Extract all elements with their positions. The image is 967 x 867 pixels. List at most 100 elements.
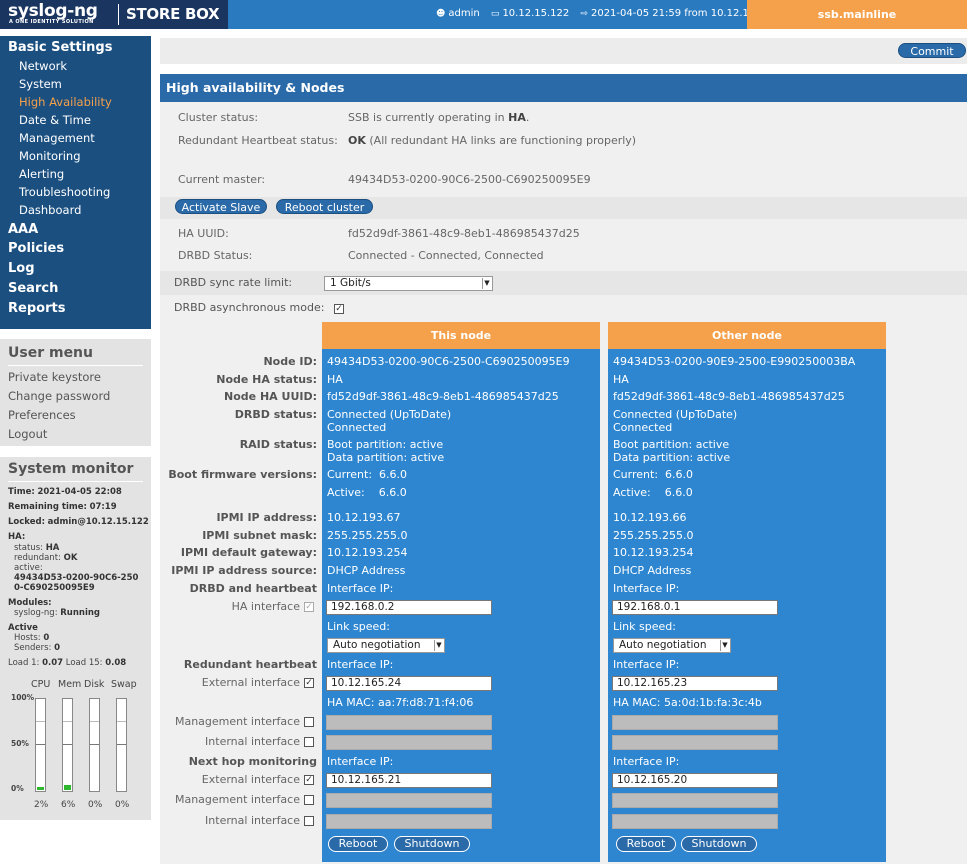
brand-tagline: A ONE IDENTITY SOLUTION <box>9 19 94 25</box>
monitor-active-node-2: 0-C690250095E9 <box>14 583 95 593</box>
commit-button[interactable]: Commit <box>898 43 966 58</box>
cluster-status-value: SSB is currently operating in HA. <box>348 111 530 124</box>
this-node-reboot-button[interactable]: Reboot <box>328 836 388 852</box>
nav-item-management[interactable]: Management <box>19 131 95 145</box>
other-node-internal-ip-input[interactable] <box>612 735 778 750</box>
other-node-nexthop-internal-input[interactable] <box>612 814 778 829</box>
row-label-ipmi-gateway: IPMI default gateway: <box>180 546 317 559</box>
row-label-external-interface-2: External interface <box>201 773 300 786</box>
reboot-cluster-button[interactable]: Reboot cluster <box>276 199 373 214</box>
this-node-link-speed-select[interactable]: Auto negotiation ▼ <box>327 638 445 653</box>
row-label-node-id: Node ID: <box>263 355 317 368</box>
monitor-ha-status: status: HA <box>14 543 60 553</box>
internal-interface-checkbox[interactable] <box>304 737 314 747</box>
other-node-title: Other node <box>608 322 886 349</box>
nav-item-system[interactable]: System <box>19 77 62 91</box>
row-label-internal-interface: Internal interface <box>205 735 300 748</box>
this-node-ha-uuid: fd52d9df-3861-48c9-8eb1-486985437d25 <box>327 390 559 403</box>
other-node-reboot-button[interactable]: Reboot <box>616 836 676 852</box>
this-node-ipmi-mask: 255.255.255.0 <box>327 529 408 542</box>
section-title: High availability & Nodes <box>160 74 967 102</box>
row-label-node-ha-uuid: Node HA UUID: <box>224 390 317 403</box>
this-node-nexthop-management-input[interactable] <box>326 793 492 808</box>
nav-item-troubleshooting[interactable]: Troubleshooting <box>19 185 111 199</box>
chevron-down-icon: ▼ <box>482 278 491 289</box>
meter-axis-50: 50% <box>11 739 29 748</box>
meter-mem <box>62 698 73 792</box>
other-node-ipmi-ip: 10.12.193.66 <box>613 511 687 524</box>
meter-label-swap: Swap <box>111 679 137 690</box>
this-node-drbd-2: Connected <box>327 421 387 434</box>
sync-rate-select[interactable]: 1 Gbit/s ▼ <box>324 276 493 291</box>
nexthop-internal-checkbox[interactable] <box>304 816 314 826</box>
nav-item-date-time[interactable]: Date & Time <box>19 113 91 127</box>
product-name: STORE BOX <box>126 5 220 23</box>
meter-axis-100: 100% <box>11 693 35 702</box>
nexthop-management-checkbox[interactable] <box>304 795 314 805</box>
this-node-nexthop-internal-input[interactable] <box>326 814 492 829</box>
other-node-ha-mac: HA MAC: 5a:0d:1b:fa:3c:4b <box>613 696 762 709</box>
async-mode-checkbox[interactable]: ✓ <box>334 304 344 314</box>
this-node-redundant-ip-label: Interface IP: <box>327 658 394 671</box>
user-menu-change-password[interactable]: Change password <box>8 389 111 403</box>
heartbeat-status-label: Redundant Heartbeat status: <box>178 134 338 147</box>
nexthop-external-checkbox[interactable]: ✓ <box>304 775 314 785</box>
this-node-ipmi-ip: 10.12.193.67 <box>327 511 401 524</box>
meter-cpu <box>35 698 46 792</box>
nav-aaa[interactable]: AAA <box>8 222 39 237</box>
user-menu-logout[interactable]: Logout <box>8 427 48 441</box>
row-label-management-interface: Management interface <box>174 715 300 728</box>
other-node-nexthop-ip-label: Interface IP: <box>613 755 680 768</box>
this-node-ha-mac: HA MAC: aa:7f:d8:71:f4:06 <box>327 696 474 709</box>
this-node-ha-ip-label: Interface IP: <box>327 582 394 595</box>
nav-policies[interactable]: Policies <box>8 241 65 256</box>
other-node-external-ip-input[interactable]: 10.12.165.23 <box>612 676 778 691</box>
other-node-link-speed-select[interactable]: Auto negotiation ▼ <box>613 638 731 653</box>
user-menu-private-keystore[interactable]: Private keystore <box>8 370 101 384</box>
drbd-status-label: DRBD Status: <box>178 249 253 262</box>
top-bar: syslog-ng A ONE IDENTITY SOLUTION STORE … <box>0 0 967 29</box>
meter-label-cpu: CPU <box>31 679 51 690</box>
management-interface-checkbox[interactable] <box>304 717 314 727</box>
current-user: admin <box>448 8 480 19</box>
nav-item-network[interactable]: Network <box>19 59 68 73</box>
user-menu-title: User menu <box>8 345 93 361</box>
chevron-down-icon: ▼ <box>720 640 729 651</box>
this-node-shutdown-button[interactable]: Shutdown <box>394 836 470 852</box>
nav-reports[interactable]: Reports <box>8 301 66 316</box>
nav-item-alerting[interactable]: Alerting <box>19 167 65 181</box>
activate-slave-button[interactable]: Activate Slave <box>175 199 267 214</box>
this-node-ipmi-gateway: 10.12.193.254 <box>327 546 408 559</box>
this-node-internal-ip-input[interactable] <box>326 735 492 750</box>
nav-item-high-availability[interactable]: High Availability <box>19 95 112 109</box>
external-interface-checkbox[interactable]: ✓ <box>304 678 314 688</box>
this-node-panel: This node 49434D53-0200-90C6-2500-C69025… <box>322 322 600 862</box>
this-node-external-ip-input[interactable]: 10.12.165.24 <box>326 676 492 691</box>
nav-basic-settings[interactable]: Basic Settings <box>8 40 113 55</box>
brand-name: syslog-ng <box>8 1 98 21</box>
async-mode-label: DRBD asynchronous mode: <box>174 301 325 314</box>
session-info: ☻ admin ▭ 10.12.15.122 ⇨ 2021-04-05 21:59 f… <box>436 8 786 19</box>
this-node-management-ip-input[interactable] <box>326 715 492 730</box>
current-master-value: 49434D53-0200-90C6-2500-C690250095E9 <box>348 173 591 186</box>
other-node-ha-ip-input[interactable]: 192.168.0.1 <box>612 600 778 615</box>
other-node-nexthop-management-input[interactable] <box>612 793 778 808</box>
nav-log[interactable]: Log <box>8 261 35 276</box>
user-menu-preferences[interactable]: Preferences <box>8 408 76 422</box>
ha-interface-checkbox[interactable]: ✓ <box>304 602 314 612</box>
nav-item-monitoring[interactable]: Monitoring <box>19 149 81 163</box>
this-node-ha-ip-input[interactable]: 192.168.0.2 <box>326 600 492 615</box>
this-node-nexthop-external-input[interactable]: 10.12.165.21 <box>326 773 492 788</box>
row-label-next-hop: Next hop monitoring <box>188 755 317 768</box>
monitor-active-node-1: 49434D53-0200-90C6-250 <box>14 573 139 583</box>
sync-rate-row <box>160 271 967 295</box>
this-node-drbd-1: Connected (UpToDate) <box>327 408 452 421</box>
other-node-nexthop-external-input[interactable]: 10.12.165.20 <box>612 773 778 788</box>
other-node-management-ip-input[interactable] <box>612 715 778 730</box>
other-node-redundant-ip-label: Interface IP: <box>613 658 680 671</box>
meter-label-disk: Disk <box>84 679 105 690</box>
other-node-shutdown-button[interactable]: Shutdown <box>681 836 757 852</box>
meter-fill-cpu <box>37 787 44 790</box>
nav-item-dashboard[interactable]: Dashboard <box>19 203 82 217</box>
nav-search[interactable]: Search <box>8 281 59 296</box>
